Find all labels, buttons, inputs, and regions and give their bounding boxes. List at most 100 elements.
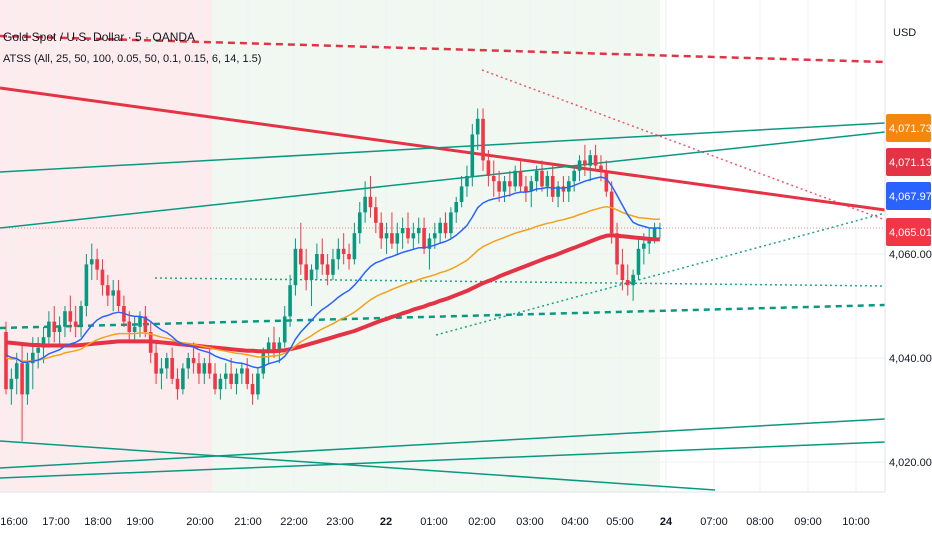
candle-117	[631, 269, 635, 301]
candle-26	[143, 306, 148, 338]
candle-76	[411, 222, 416, 249]
candle-body	[395, 233, 400, 244]
candle-23	[127, 311, 132, 343]
candle-68	[368, 176, 373, 218]
price-tag-box	[886, 218, 931, 246]
currency-label[interactable]: USD	[893, 27, 916, 39]
session-background-red	[0, 0, 212, 492]
candle-45	[245, 358, 249, 390]
candle-44	[240, 363, 244, 384]
candle-body	[347, 254, 351, 260]
time-tick-16: 08:00	[746, 516, 774, 528]
candle-body	[599, 165, 603, 171]
candle-body	[406, 228, 410, 239]
candle-body	[170, 358, 174, 379]
trendline-descending-dotted-red	[481, 69, 886, 221]
candle-body	[234, 373, 239, 384]
candle-body	[245, 368, 249, 384]
trendline-descending-green-bottom	[0, 440, 716, 491]
candle-55	[299, 222, 303, 275]
candle-body	[89, 259, 94, 265]
time-axis[interactable]: 16:00 17:00 18:00 19:00 20:00 21:00 22:00 23:00…	[0, 516, 870, 528]
ema-fast-line	[5, 176, 660, 369]
candle-body	[604, 170, 609, 192]
candle-body	[459, 186, 464, 202]
candle-115	[620, 248, 625, 291]
candle-body	[422, 228, 426, 249]
price-tick-1: 4,040.000	[889, 353, 932, 365]
candle-body	[427, 238, 432, 249]
candle-54	[293, 238, 298, 296]
candle-body	[631, 274, 635, 286]
candle-60	[325, 254, 330, 286]
candle-102	[550, 165, 555, 202]
candle-113	[609, 181, 614, 244]
candle-body	[116, 290, 121, 306]
candle-body	[524, 186, 528, 192]
candle-body	[320, 254, 325, 265]
candle-body	[277, 342, 282, 353]
symbol-title[interactable]: Gold Spot / U.S. Dollar · 5 · OANDA	[3, 30, 195, 44]
candle-31	[170, 347, 174, 384]
candle-body	[529, 181, 534, 192]
candle-body	[400, 228, 405, 234]
time-tick-18: 10:00	[842, 516, 870, 528]
candle-body	[556, 186, 560, 197]
candle-body	[143, 316, 148, 332]
candle-body	[266, 342, 271, 353]
candle-body	[299, 248, 303, 265]
candle-body	[534, 170, 539, 182]
candle-body	[84, 264, 89, 306]
candle-body	[159, 368, 164, 374]
time-tick-17: 09:00	[794, 516, 822, 528]
candle-body	[25, 363, 30, 395]
candle-body	[181, 368, 185, 390]
candle-106	[572, 165, 576, 192]
candle-8	[47, 311, 51, 348]
candle-34	[186, 352, 191, 379]
candle-97	[524, 176, 528, 202]
candle-body	[470, 134, 475, 176]
candle-64	[347, 243, 351, 270]
candle-104	[561, 176, 566, 202]
trendlines	[0, 34, 886, 491]
candle-body	[491, 176, 496, 182]
candle-body	[588, 155, 593, 166]
candle-body	[197, 363, 201, 374]
price-tag-text: 4,071.13	[889, 157, 932, 169]
time-tick-13: 05:00	[606, 516, 634, 528]
candle-body	[625, 280, 630, 286]
candle-body	[304, 264, 308, 280]
candle-body	[293, 248, 298, 286]
candle-62	[336, 238, 341, 270]
candle-body	[186, 358, 191, 369]
candle-96	[518, 160, 523, 192]
price-axis[interactable]: USD 4,060.000 4,040.000 4,020.000	[889, 27, 932, 469]
candle-61	[331, 248, 335, 280]
candle-body	[647, 238, 651, 244]
indicator-label[interactable]: ATSS (All, 25, 50, 100, 0.05, 50, 0.1, 0…	[3, 53, 261, 65]
candle-91	[491, 160, 496, 197]
candle-body	[502, 181, 507, 192]
candle-12	[68, 295, 73, 332]
candle-body	[100, 269, 105, 286]
time-tick-0: 16:00	[0, 516, 28, 528]
candle-body	[449, 212, 453, 234]
candle-1	[9, 368, 14, 405]
candle-118	[636, 238, 641, 280]
candle-109	[588, 150, 593, 182]
candle-81	[438, 217, 442, 244]
candle-body	[325, 264, 330, 275]
candle-3	[20, 342, 24, 442]
candle-body	[31, 352, 35, 364]
candle-body	[282, 316, 287, 343]
time-tick-11: 03:00	[516, 516, 544, 528]
candle-21	[116, 280, 121, 312]
price-tick-2: 4,020.000	[889, 457, 932, 469]
trendline-support-dotted-green	[154, 277, 886, 287]
candle-40	[218, 373, 223, 400]
candle-body	[475, 118, 480, 135]
candle-body	[486, 160, 491, 176]
